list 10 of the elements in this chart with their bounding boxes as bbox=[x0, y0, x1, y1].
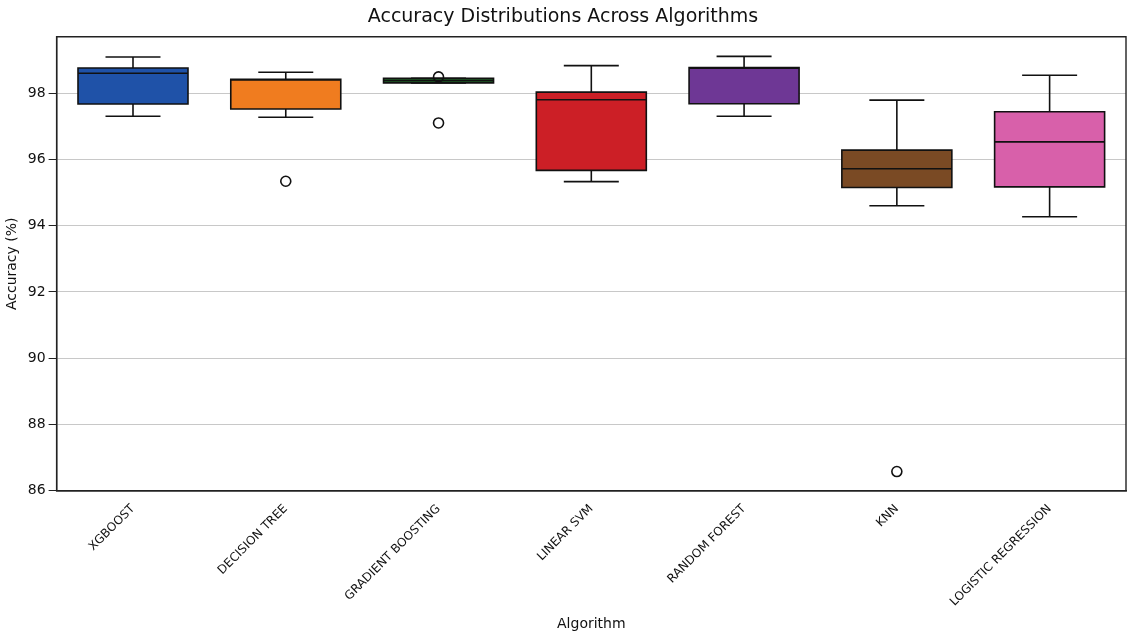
y-tick-label: 92 bbox=[27, 282, 46, 299]
y-tick-label: 98 bbox=[27, 83, 46, 100]
chart-title: Accuracy Distributions Across Algorithms bbox=[367, 4, 759, 27]
y-tick-label: 90 bbox=[27, 348, 46, 365]
y-axis-title: Accuracy (%) bbox=[3, 217, 20, 311]
y-tick-label: 86 bbox=[27, 481, 46, 498]
x-axis-title: Algorithm bbox=[557, 615, 626, 632]
y-tick-label: 96 bbox=[27, 150, 46, 167]
y-tick-label: 88 bbox=[27, 415, 46, 432]
y-tick-label: 94 bbox=[27, 216, 46, 233]
